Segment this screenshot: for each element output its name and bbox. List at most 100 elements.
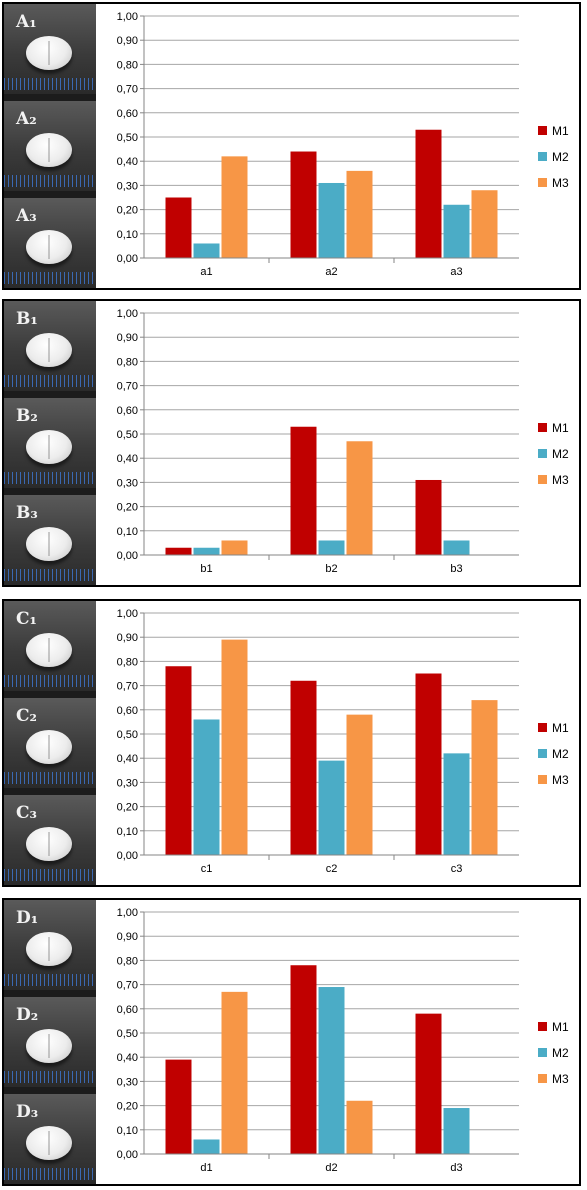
y-tick-label: 0,50 (117, 132, 138, 144)
y-tick-label: 0,40 (117, 753, 138, 765)
legend-swatch (538, 423, 547, 432)
tablet-photo: C₁ (4, 601, 96, 691)
bar-m1 (415, 1013, 442, 1154)
y-tick-label: 0,00 (117, 850, 138, 862)
x-tick-label: c1 (201, 863, 213, 875)
y-tick-label: 1,00 (117, 11, 138, 23)
legend-swatch (538, 449, 547, 458)
legend-label: M1 (552, 721, 569, 735)
legend-label: M1 (552, 421, 569, 435)
bar-m2 (318, 760, 345, 855)
y-tick-label: 0,50 (117, 1028, 138, 1040)
bar-m1 (415, 479, 442, 555)
y-tick-label: 1,00 (117, 608, 138, 620)
tablet-image (26, 932, 72, 966)
y-tick-label: 0,70 (117, 980, 138, 992)
tablet-photo: A₃ (4, 198, 96, 288)
bar-m2 (318, 182, 345, 258)
photo-label: C₂ (16, 706, 37, 726)
bar-m2 (318, 540, 345, 555)
legend-label: M3 (552, 773, 569, 787)
y-tick-label: 0,20 (117, 802, 138, 814)
panel-b: B₁ B₂ B₃ 0,00 0,10 0,20 0,30 0,40 0,50 0,60 0,7… (2, 299, 581, 587)
tablet-photo: B₁ (4, 301, 96, 391)
photo-label: C₁ (16, 609, 37, 629)
bar-m3 (471, 700, 498, 855)
bar-m3 (221, 156, 248, 258)
bar-m2 (443, 204, 470, 258)
tablet-photo: D₁ (4, 900, 96, 990)
legend-label: M3 (552, 473, 569, 487)
legend-label: M2 (552, 1046, 569, 1060)
legend-swatch (538, 723, 547, 732)
bar-m2 (318, 987, 345, 1154)
y-tick-label: 0,10 (117, 826, 138, 838)
y-tick-label: 0,30 (117, 477, 138, 489)
ruler-scale (4, 272, 96, 284)
x-tick-label: a2 (325, 266, 337, 278)
photo-label: D₁ (16, 908, 39, 928)
tablet-image (26, 730, 72, 764)
y-tick-label: 0,90 (117, 632, 138, 644)
bar-m3 (471, 190, 498, 258)
ruler-scale (4, 869, 96, 881)
legend-swatch (538, 178, 547, 187)
y-tick-label: 0,00 (117, 253, 138, 265)
photo-label: C₃ (16, 803, 37, 823)
tablet-image (26, 827, 72, 861)
tablet-image (26, 333, 72, 367)
bar-m3 (221, 991, 248, 1154)
y-tick-label: 0,90 (117, 332, 138, 344)
y-tick-label: 0,30 (117, 777, 138, 789)
y-tick-label: 0,80 (117, 59, 138, 71)
bar-chart: 0,00 0,10 0,20 0,30 0,40 0,50 0,60 0,70 0,80 0,90… (117, 308, 569, 575)
tablet-photo: A₂ (4, 101, 96, 191)
panel-d: D₁ D₂ D₃ 0,00 0,10 0,20 0,30 0,40 0,50 0,60 0,7… (2, 898, 581, 1186)
legend-swatch (538, 1022, 547, 1031)
x-tick-label: a3 (450, 266, 462, 278)
photo-column: A₁ A₂ A₃ (4, 4, 96, 288)
ruler-scale (4, 675, 96, 687)
y-tick-label: 0,90 (117, 35, 138, 47)
photo-column: B₁ B₂ B₃ (4, 301, 96, 585)
bar-m1 (290, 680, 317, 855)
bar-chart: 0,00 0,10 0,20 0,30 0,40 0,50 0,60 0,70 0,80 0,90… (117, 608, 569, 875)
ruler-scale (4, 569, 96, 581)
y-tick-label: 0,00 (117, 1149, 138, 1161)
tablet-photo: D₂ (4, 997, 96, 1087)
x-tick-label: c3 (451, 863, 463, 875)
bar-m1 (165, 197, 192, 258)
y-tick-label: 0,70 (117, 681, 138, 693)
y-tick-label: 1,00 (117, 308, 138, 320)
legend-label: M2 (552, 747, 569, 761)
legend-swatch (538, 152, 547, 161)
x-tick-label: d1 (200, 1162, 212, 1174)
ruler-scale (4, 175, 96, 187)
bar-m3 (221, 639, 248, 855)
tablet-image (26, 36, 72, 70)
tablet-image (26, 230, 72, 264)
y-tick-label: 0,20 (117, 205, 138, 217)
bar-m2 (193, 1139, 220, 1154)
y-tick-label: 0,30 (117, 1076, 138, 1088)
bar-m3 (346, 441, 373, 555)
ruler-scale (4, 1071, 96, 1083)
legend-label: M1 (552, 124, 569, 138)
photo-column: C₁ C₂ C₃ (4, 601, 96, 885)
ruler-scale (4, 974, 96, 986)
photo-label: A₁ (16, 12, 37, 32)
photo-label: D₂ (16, 1005, 39, 1025)
bar-m1 (415, 129, 442, 258)
tablet-photo: B₂ (4, 398, 96, 488)
y-tick-label: 0,10 (117, 1125, 138, 1137)
y-tick-label: 1,00 (117, 907, 138, 919)
bar-m1 (290, 426, 317, 555)
y-tick-label: 0,60 (117, 108, 138, 120)
ruler-scale (4, 772, 96, 784)
bar-m2 (443, 753, 470, 855)
tablet-photo: A₁ (4, 4, 96, 94)
bar-m2 (193, 547, 220, 555)
x-tick-label: b2 (325, 563, 337, 575)
legend-swatch (538, 126, 547, 135)
tablet-image (26, 527, 72, 561)
